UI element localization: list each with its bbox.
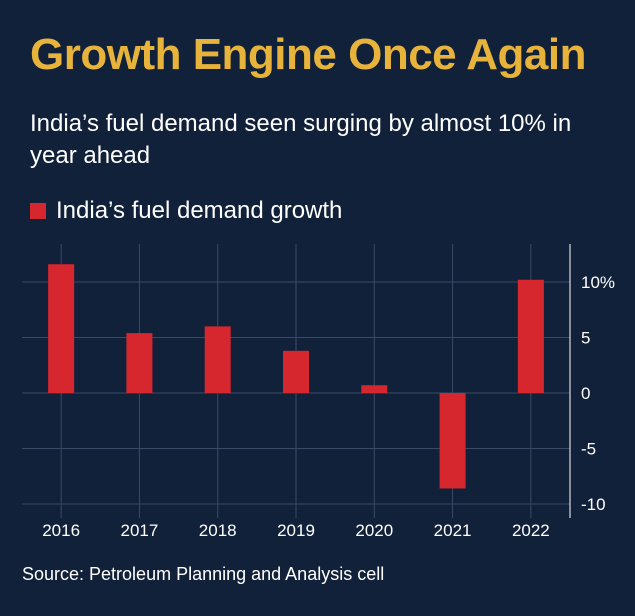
y-tick-label: -5 (581, 440, 596, 459)
x-tick-label: 2021 (434, 521, 472, 540)
chart-title: Growth Engine Once Again (30, 30, 586, 79)
legend: India’s fuel demand growth (30, 196, 342, 226)
x-tick-label: 2022 (512, 521, 550, 540)
chart-subtitle: India’s fuel demand seen surging by almo… (30, 110, 572, 169)
bar-2019 (283, 350, 309, 393)
bar-2017 (126, 333, 153, 393)
x-tick-label: 2019 (277, 521, 315, 540)
y-tick-label: 5 (581, 329, 590, 348)
y-tick-label: 10% (581, 273, 615, 292)
bar-2016 (48, 264, 75, 393)
x-tick-label: 2020 (355, 521, 393, 540)
source-note: Source: Petroleum Planning and Analysis … (22, 564, 385, 584)
x-tick-label: 2017 (121, 521, 159, 540)
bar-2018 (204, 326, 231, 393)
x-tick-label: 2018 (199, 521, 237, 540)
legend-label: India’s fuel demand growth (56, 197, 343, 224)
bar-2021 (439, 393, 466, 489)
y-tick-label: -10 (581, 495, 606, 514)
x-tick-label: 2016 (42, 521, 80, 540)
bar-2020 (361, 385, 388, 393)
y-tick-label: 0 (581, 384, 590, 403)
bar-2022 (517, 279, 544, 393)
legend-swatch (30, 203, 46, 219)
